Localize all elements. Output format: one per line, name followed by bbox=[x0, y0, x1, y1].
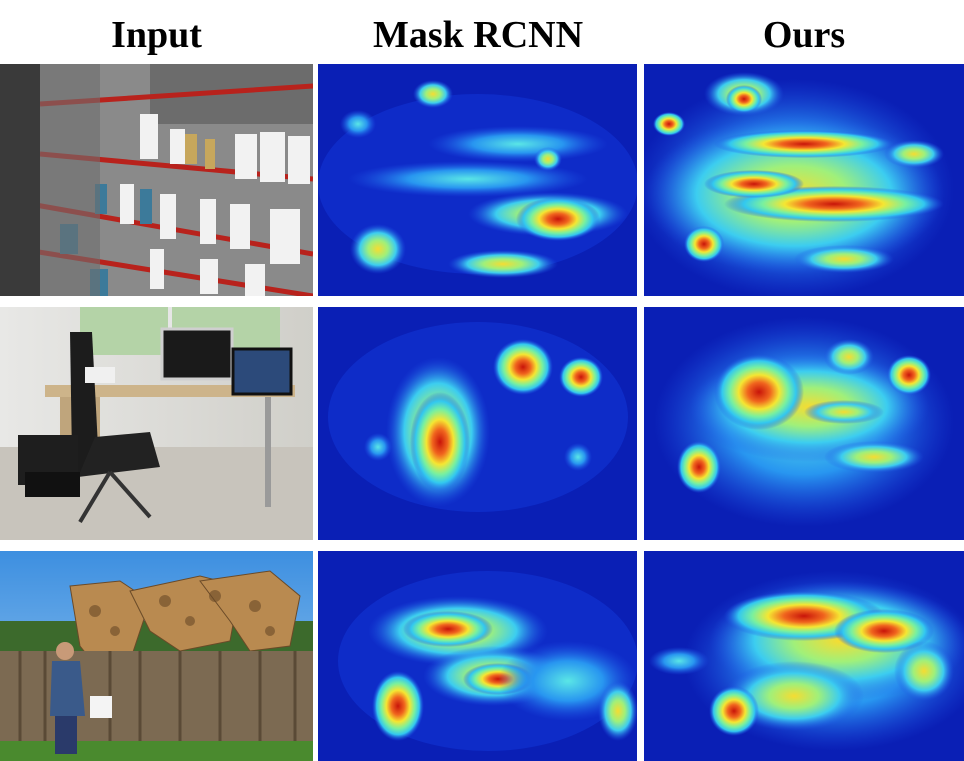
input-image-store-shelves bbox=[0, 64, 313, 296]
ours-heatmap-office-desk bbox=[644, 307, 964, 540]
column-title-ours: Ours bbox=[762, 14, 846, 56]
mask-rcnn-heatmap-giraffes bbox=[318, 551, 637, 761]
mask-rcnn-heatmap-store-shelves bbox=[318, 64, 637, 296]
column-title-input: Input bbox=[111, 14, 202, 56]
column-title-mask-rcnn: Mask RCNN bbox=[372, 14, 584, 56]
mask-rcnn-heatmap-office-desk bbox=[318, 307, 637, 540]
ours-heatmap-giraffes bbox=[644, 551, 964, 761]
input-image-office-desk bbox=[0, 307, 313, 540]
input-image-giraffes bbox=[0, 551, 313, 761]
ours-heatmap-store-shelves bbox=[644, 64, 964, 296]
